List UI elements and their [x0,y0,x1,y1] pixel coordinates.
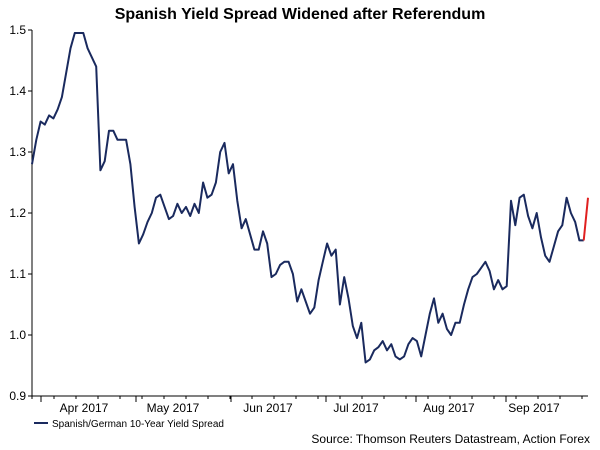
x-tick-label: May 2017 [147,401,200,415]
axes [31,30,588,397]
y-tick-label: 1.5 [9,23,26,37]
y-tick-label: 1.1 [9,267,26,281]
x-tick-label: Jun 2017 [243,401,293,415]
y-tick-label: 0.9 [9,389,26,403]
source-note: Source: Thomson Reuters Datastream, Acti… [311,432,590,446]
x-tick-label: Sep 2017 [508,401,560,415]
x-tick-label: Jul 2017 [333,401,379,415]
y-tick-label: 1.3 [9,145,26,159]
latest-segment-highlight [582,197,589,241]
x-tick-label: Aug 2017 [423,401,475,415]
x-tick-labels: Apr 2017 May 2017 Jun 2017 Jul 2017 Aug 2017… [31,396,583,415]
y-tick-label: 1.0 [9,328,26,342]
series-line [31,32,584,364]
y-tick-label: 1.4 [9,84,26,98]
series-layer [31,32,589,364]
chart-title: Spanish Yield Spread Widened after Refer… [114,6,486,23]
legend-label: Spanish/German 10-Year Yield Spread [52,419,224,430]
y-tick-labels: 0.9 1.0 1.1 1.2 1.3 1.4 1.5 [9,23,32,403]
legend: Spanish/German 10-Year Yield Spread [34,419,224,430]
y-tick-label: 1.2 [9,206,26,220]
x-tick-label: Apr 2017 [60,401,109,415]
